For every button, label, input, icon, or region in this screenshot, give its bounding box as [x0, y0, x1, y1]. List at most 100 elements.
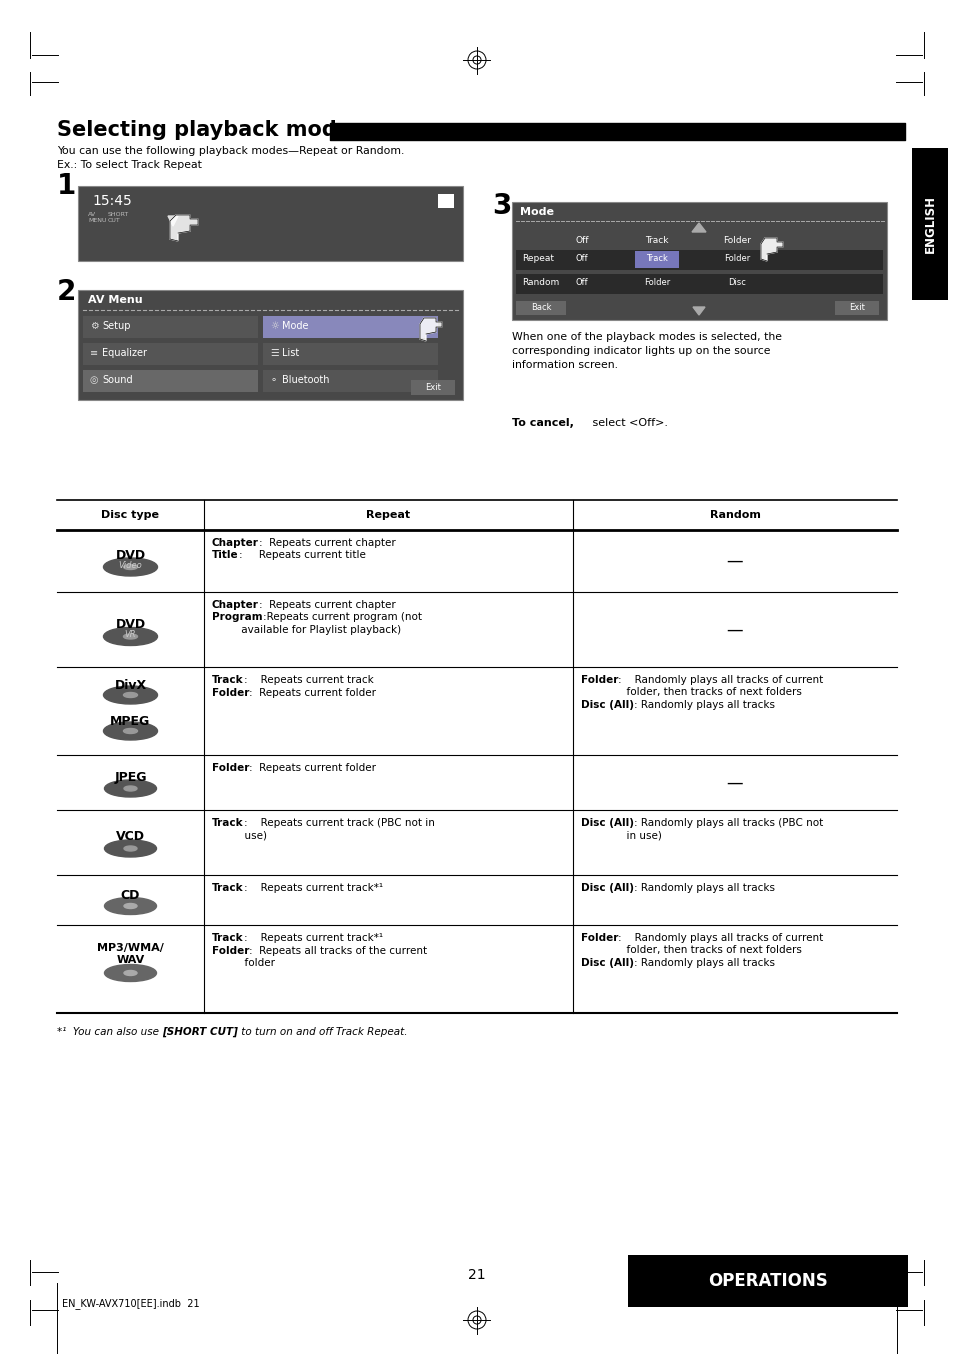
- Text: You can use the following playback modes—Repeat or Random.: You can use the following playback modes…: [57, 146, 404, 156]
- Text: OPERATIONS: OPERATIONS: [707, 1271, 827, 1290]
- Text: Disc (All): Disc (All): [580, 700, 634, 709]
- Bar: [635, 250, 679, 268]
- Text: :    Repeats current track*¹: : Repeats current track*¹: [243, 883, 382, 894]
- Text: :    Repeats current track: : Repeats current track: [243, 676, 373, 685]
- Text: ⚙: ⚙: [90, 321, 99, 330]
- Text: SHORT
CUT: SHORT CUT: [108, 213, 129, 223]
- Bar: [263, 370, 437, 393]
- Text: available for Playlist playback): available for Playlist playback): [212, 626, 400, 635]
- Text: select <Off>.: select <Off>.: [588, 418, 667, 428]
- Text: :    Repeats current track (PBC not in: : Repeats current track (PBC not in: [243, 818, 434, 829]
- Text: Disc type: Disc type: [101, 510, 159, 520]
- Text: : Randomly plays all tracks: : Randomly plays all tracks: [634, 883, 774, 894]
- Text: 3: 3: [492, 192, 511, 219]
- Text: JPEG: JPEG: [114, 770, 147, 784]
- Text: *¹  You can also use: *¹ You can also use: [57, 1026, 162, 1037]
- Text: Track: Track: [212, 818, 243, 829]
- Text: Disc (All): Disc (All): [580, 959, 634, 968]
- Text: :     Repeats current title: : Repeats current title: [238, 551, 365, 561]
- Text: Exit: Exit: [848, 303, 864, 313]
- Ellipse shape: [103, 558, 157, 575]
- Polygon shape: [168, 217, 178, 226]
- Text: —: —: [726, 620, 742, 639]
- Text: AV
MENU: AV MENU: [88, 213, 107, 223]
- Bar: [516, 274, 882, 294]
- Text: : Randomly plays all tracks: : Randomly plays all tracks: [634, 700, 774, 709]
- Text: MPEG: MPEG: [111, 715, 151, 728]
- Bar: [78, 185, 462, 261]
- Polygon shape: [170, 215, 198, 241]
- Text: —: —: [726, 552, 742, 570]
- Ellipse shape: [103, 722, 157, 741]
- Text: Folder: Folder: [212, 764, 249, 773]
- Bar: [83, 315, 257, 338]
- Bar: [627, 1255, 907, 1307]
- Text: CD: CD: [121, 890, 140, 902]
- Text: folder, then tracks of next folders: folder, then tracks of next folders: [580, 945, 801, 956]
- Text: Folder: Folder: [580, 933, 618, 942]
- Bar: [78, 290, 462, 399]
- Text: use): use): [212, 830, 267, 841]
- Text: DVD: DVD: [115, 548, 146, 562]
- Ellipse shape: [123, 692, 137, 697]
- Bar: [83, 370, 257, 393]
- Text: Folder: Folder: [212, 688, 249, 697]
- Text: Folder: Folder: [212, 945, 249, 956]
- Bar: [263, 315, 437, 338]
- Text: —: —: [726, 773, 742, 792]
- Text: Off: Off: [575, 278, 588, 287]
- Text: Folder: Folder: [580, 676, 618, 685]
- Text: : Randomly plays all tracks (PBC not: : Randomly plays all tracks (PBC not: [634, 818, 822, 829]
- Text: to turn on and off Track Repeat.: to turn on and off Track Repeat.: [238, 1026, 407, 1037]
- Polygon shape: [760, 238, 782, 261]
- Ellipse shape: [103, 627, 157, 646]
- Text: ⚬: ⚬: [270, 375, 278, 385]
- Polygon shape: [692, 307, 704, 315]
- Text: Track: Track: [212, 676, 243, 685]
- Bar: [911, 148, 947, 301]
- Text: Disc: Disc: [727, 278, 745, 287]
- Text: EN_KW-AVX710[EE].indb  21: EN_KW-AVX710[EE].indb 21: [62, 1298, 199, 1309]
- Text: :    Repeats current track*¹: : Repeats current track*¹: [243, 933, 382, 942]
- Bar: [437, 194, 454, 209]
- Text: VR: VR: [125, 630, 136, 639]
- Polygon shape: [691, 223, 705, 232]
- Bar: [516, 301, 565, 315]
- Text: Random: Random: [521, 278, 558, 287]
- Text: Track: Track: [644, 236, 668, 245]
- Ellipse shape: [124, 787, 137, 791]
- Text: Mode: Mode: [282, 321, 308, 330]
- Ellipse shape: [124, 903, 137, 909]
- Ellipse shape: [103, 686, 157, 704]
- Text: ☰: ☰: [270, 348, 278, 357]
- Bar: [263, 343, 437, 366]
- Text: DVD: DVD: [115, 617, 146, 631]
- Text: ENGLISH: ENGLISH: [923, 195, 936, 253]
- Bar: [83, 343, 257, 366]
- Text: Disc (All): Disc (All): [580, 818, 634, 829]
- Text: 1: 1: [57, 172, 76, 200]
- Text: Equalizer: Equalizer: [102, 348, 147, 357]
- Text: 2: 2: [57, 278, 76, 306]
- Bar: [834, 301, 878, 315]
- Text: Random: Random: [709, 510, 760, 520]
- Text: ◎: ◎: [90, 375, 98, 385]
- Text: VCD: VCD: [116, 830, 145, 844]
- Text: List: List: [282, 348, 299, 357]
- Text: WAV: WAV: [116, 955, 145, 965]
- Text: Track: Track: [645, 255, 667, 263]
- Text: Ex.: To select Track Repeat: Ex.: To select Track Repeat: [57, 160, 202, 171]
- Text: Folder: Folder: [723, 255, 749, 263]
- Text: Chapter: Chapter: [212, 600, 258, 611]
- Text: :  Repeats current folder: : Repeats current folder: [249, 688, 376, 697]
- Text: :  Repeats all tracks of the current: : Repeats all tracks of the current: [249, 945, 427, 956]
- Text: Mode: Mode: [519, 207, 554, 217]
- Text: :  Repeats current chapter: : Repeats current chapter: [258, 538, 395, 548]
- Text: DivX: DivX: [114, 678, 147, 692]
- Text: Off: Off: [575, 236, 588, 245]
- Ellipse shape: [123, 634, 137, 639]
- Text: MP3/WMA/: MP3/WMA/: [97, 942, 164, 953]
- Text: :    Randomly plays all tracks of current: : Randomly plays all tracks of current: [618, 933, 822, 942]
- Bar: [516, 250, 882, 269]
- Text: Bluetooth: Bluetooth: [282, 375, 329, 385]
